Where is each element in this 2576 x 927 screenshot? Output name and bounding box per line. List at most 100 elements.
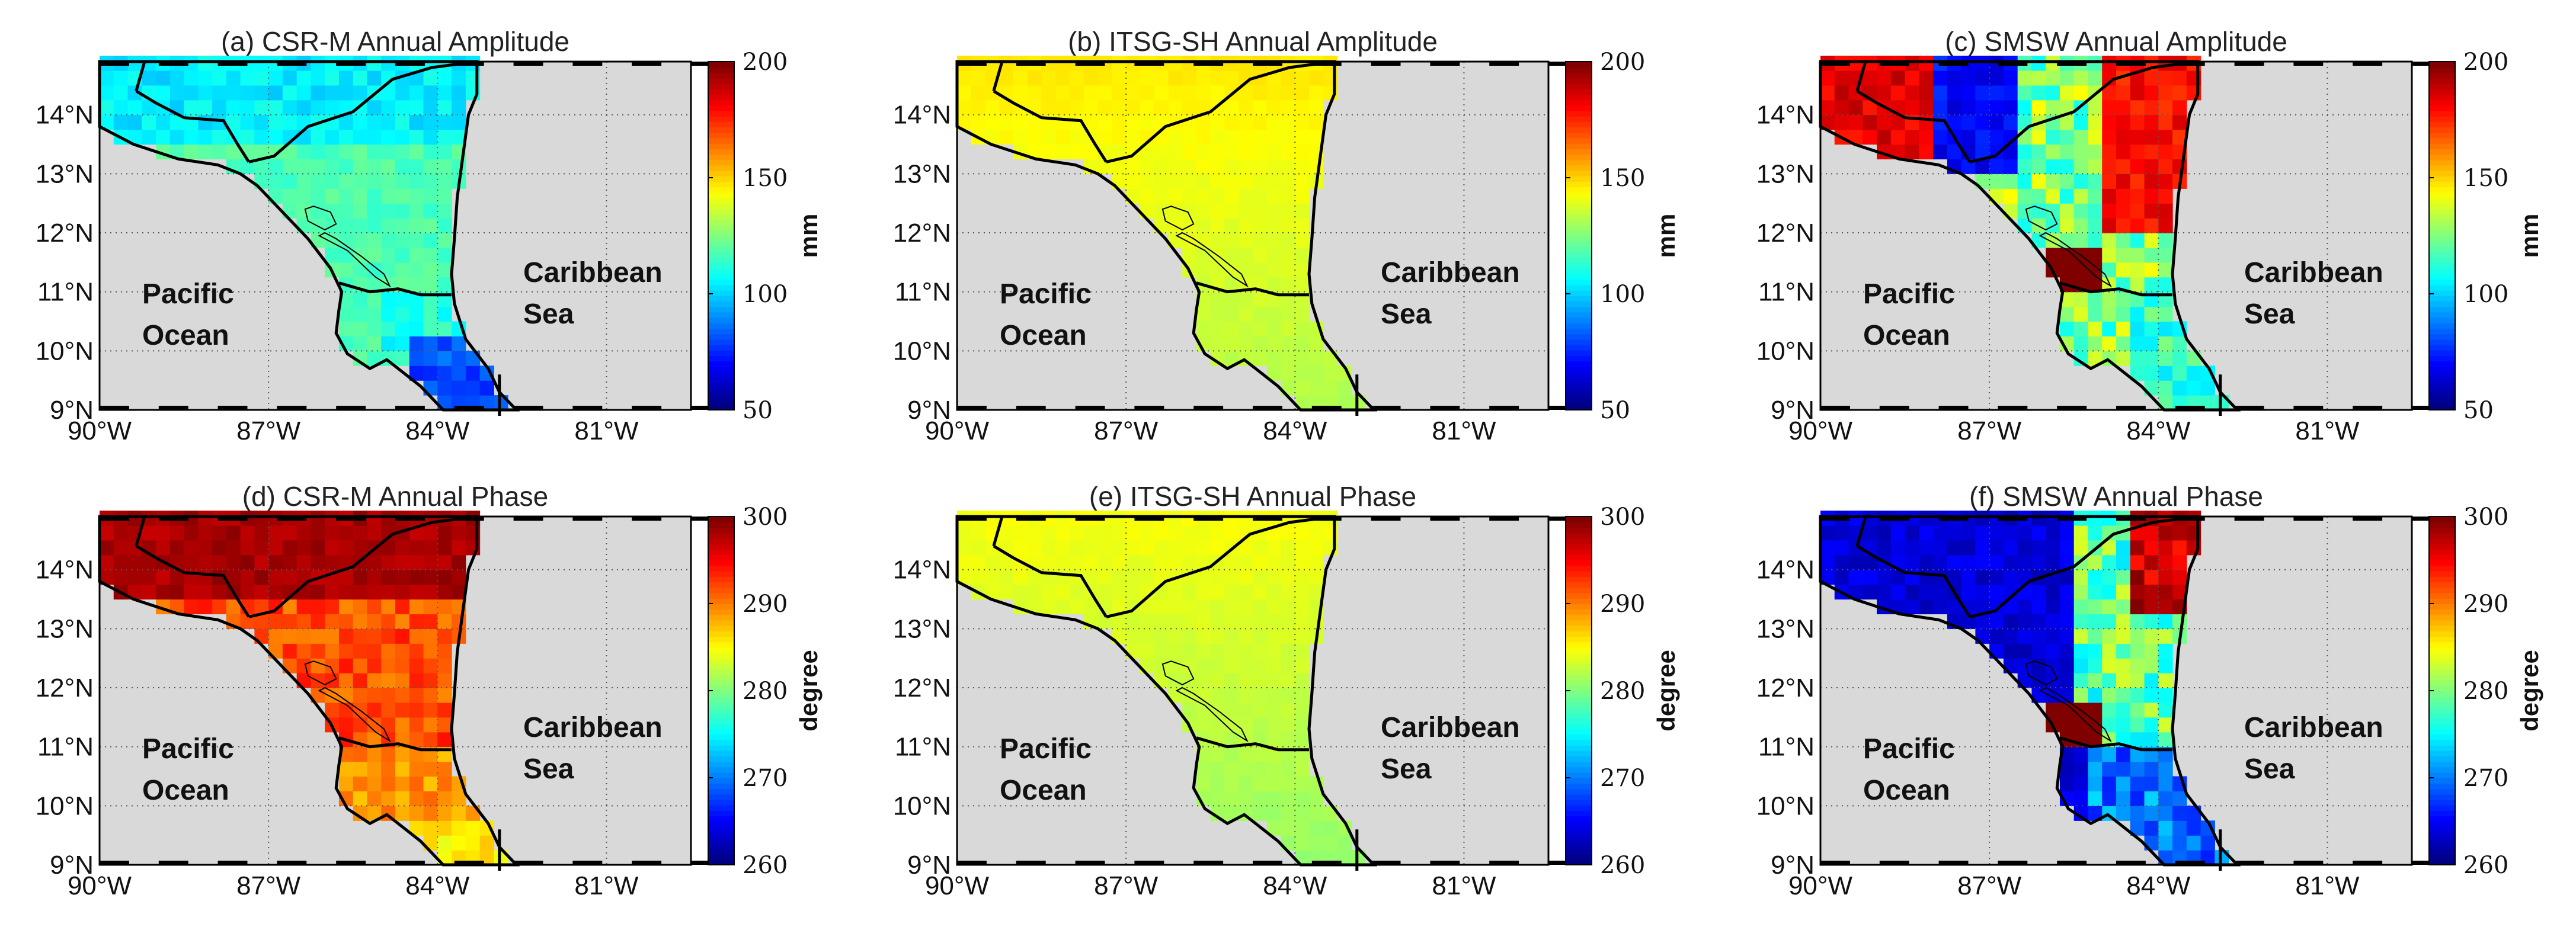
lon-tick-label: 90°W [68,416,132,445]
grid-cell [212,540,227,556]
grid-cell [1295,218,1310,233]
grid-cell [212,129,227,145]
colorbar-step [1566,404,1592,410]
colorbar-step [708,165,734,171]
grid-cell [338,203,354,219]
colorbar-step [708,625,734,631]
country-border [135,61,146,92]
colorbar-step [708,696,734,703]
grid-cell [1281,218,1295,233]
colorbar-step [1566,170,1592,177]
grid-cell [1126,159,1141,174]
grid-cell [1013,540,1028,556]
grid-cell [2102,658,2117,673]
grid-cell [1154,540,1169,556]
grid-cell [1041,85,1056,101]
grid-cell [1281,776,1295,792]
grid-cell [1239,702,1253,718]
grid-cell [395,85,410,101]
grid-cell [1890,85,1906,101]
grid-cell [2017,540,2033,556]
grid-cell [452,835,466,851]
grid-cell [2073,114,2089,130]
colorbar-step [708,717,734,724]
grid-cell [1919,554,1934,570]
grid-cell [338,262,354,278]
colorbar-step [1566,794,1592,800]
grid-cell [1309,85,1324,101]
grid-cell [2073,614,2089,629]
colorbar-step [708,543,734,550]
grid-cell [1210,188,1225,204]
colorbar-step [1566,560,1592,566]
colorbar-step [2429,187,2455,193]
grid-cell [2059,144,2075,160]
grid-cell [1168,658,1183,673]
grid-cell [113,569,129,585]
colorbar-step [708,799,734,806]
grid-cell [2102,56,2117,71]
grid-cell [2158,643,2173,659]
grid-cell [296,144,312,160]
grid-cell [1848,569,1863,585]
grid-cell [1848,511,1863,526]
grid-cell [1309,554,1324,570]
lon-tick-label: 87°W [1094,416,1159,445]
grid-cell [184,554,199,570]
grid-cell [1905,144,1919,160]
grid-cell [395,569,410,585]
grid-cell [1112,85,1127,101]
colorbar-step [2429,62,2455,68]
grid-cell [2003,569,2018,585]
grid-cell [1295,306,1310,322]
grid-cell [2172,554,2187,570]
grid-cell [1140,643,1155,659]
grid-cell [423,144,438,160]
grid-cell [2088,673,2103,688]
grid-cell [381,114,396,130]
grid-cell [437,365,452,381]
grid-cell [1933,599,1948,615]
grid-cell [367,188,382,204]
country-border [338,281,452,297]
colorbar-step [2429,94,2455,101]
grid-cell [2102,702,2117,718]
colorbar-tick-label: 150 [1600,165,1645,192]
grid-cell [2003,188,2018,204]
grid-cell [2003,85,2018,101]
colorbar-step [2429,565,2455,572]
grid-cell [1961,584,1976,600]
grid-cell [2073,336,2089,351]
grid-cell [353,70,368,86]
colorbar-step [2429,587,2455,594]
grid-cell [353,761,368,777]
grid-cell [1154,174,1169,189]
colorbar-step [1566,630,1592,637]
grid-cell [282,114,297,130]
grid-cell [338,628,354,644]
grid-cell [1266,569,1282,585]
grid-cell [367,306,382,322]
grid-cell [1041,540,1056,556]
colorbar-step [2429,301,2455,307]
grid-cell [2172,159,2187,174]
grid-cell [1961,569,1976,585]
grid-cell [1097,540,1112,556]
grid-cell [367,114,382,130]
grid-cell [437,85,452,101]
grid-cell [226,85,241,101]
grid-cell [338,584,354,600]
country-border [993,544,1108,618]
grid-cell [325,70,340,86]
grid-cell [1168,159,1183,174]
grid-cell [156,70,171,86]
colorbar-step [1566,246,1592,253]
country-border [1196,736,1309,752]
lat-tick-label: 11°N [895,733,951,762]
colorbar-step [2429,794,2455,800]
grid-cell [395,100,410,116]
grid-cell [240,540,255,556]
grid-cell [1281,732,1295,748]
colorbar-tick-label: 290 [2463,591,2508,618]
grid-cell [1210,673,1225,688]
